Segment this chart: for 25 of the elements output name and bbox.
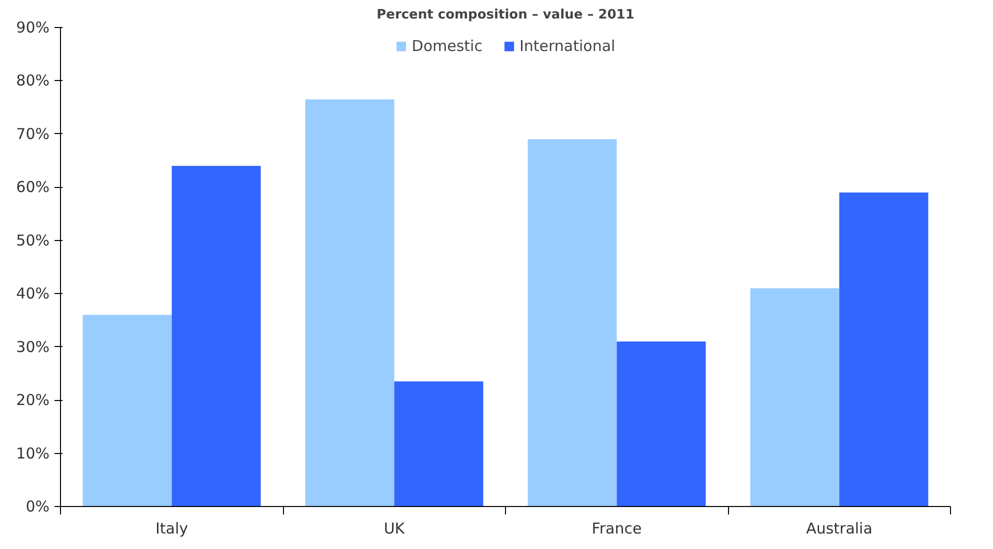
bar xyxy=(82,314,172,506)
y-tick-label: 60% xyxy=(16,178,50,196)
y-tick-label: 80% xyxy=(16,72,50,90)
y-tick-label: 50% xyxy=(16,231,50,250)
bar xyxy=(750,288,840,506)
y-tick-label: 30% xyxy=(16,338,50,356)
y-tick-label: 20% xyxy=(16,391,50,410)
bar xyxy=(394,381,484,506)
x-tick-label: Australia xyxy=(806,520,872,538)
y-tick-label: 90% xyxy=(16,18,50,36)
y-tick-label: 70% xyxy=(16,124,50,143)
x-tick-label: Italy xyxy=(155,520,188,538)
x-tick-label: UK xyxy=(384,520,406,538)
bar xyxy=(172,166,261,506)
y-tick-label: 10% xyxy=(16,444,50,462)
bar xyxy=(305,99,394,506)
bar xyxy=(616,342,706,506)
bar xyxy=(839,192,928,506)
legend-label: International xyxy=(519,37,616,55)
chart-title: Percent composition – value – 2011 xyxy=(376,8,634,22)
x-tick-label: France xyxy=(592,520,642,538)
y-tick-label: 40% xyxy=(16,284,50,303)
bar xyxy=(528,139,617,506)
legend-label: Domestic xyxy=(412,37,482,55)
y-tick-label: 0% xyxy=(26,498,50,516)
